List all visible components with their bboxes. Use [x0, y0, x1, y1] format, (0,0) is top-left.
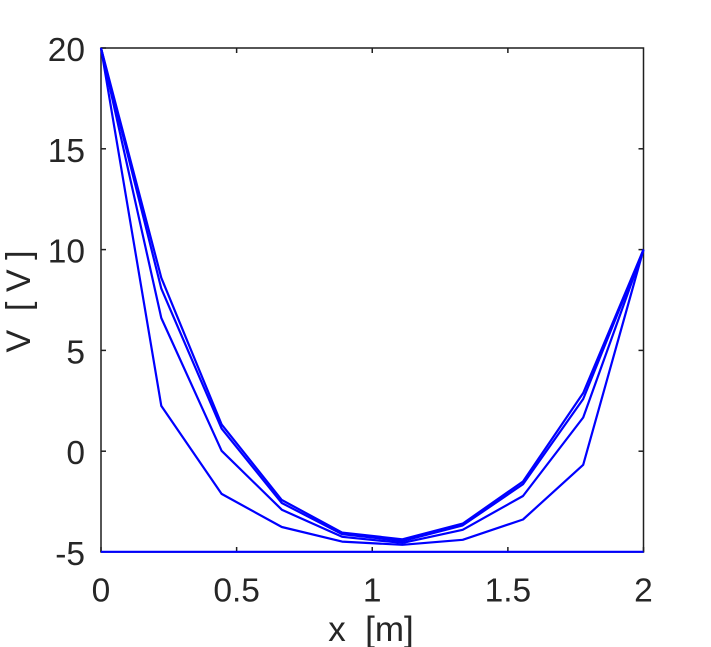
svg-text:x [m]: x [m]: [328, 610, 414, 647]
svg-text:0: 0: [66, 435, 85, 472]
svg-text:2: 2: [634, 573, 653, 610]
svg-text:5: 5: [66, 334, 85, 371]
svg-text:1.5: 1.5: [485, 573, 532, 610]
svg-text:1: 1: [363, 573, 382, 610]
svg-text:0.5: 0.5: [213, 573, 260, 610]
svg-text:20: 20: [48, 32, 85, 69]
svg-text:10: 10: [48, 234, 85, 271]
svg-text:-5: -5: [55, 536, 85, 573]
svg-text:0: 0: [92, 573, 111, 610]
svg-text:V [ V ]: V [ V ]: [0, 250, 38, 352]
svg-text:15: 15: [48, 133, 85, 170]
